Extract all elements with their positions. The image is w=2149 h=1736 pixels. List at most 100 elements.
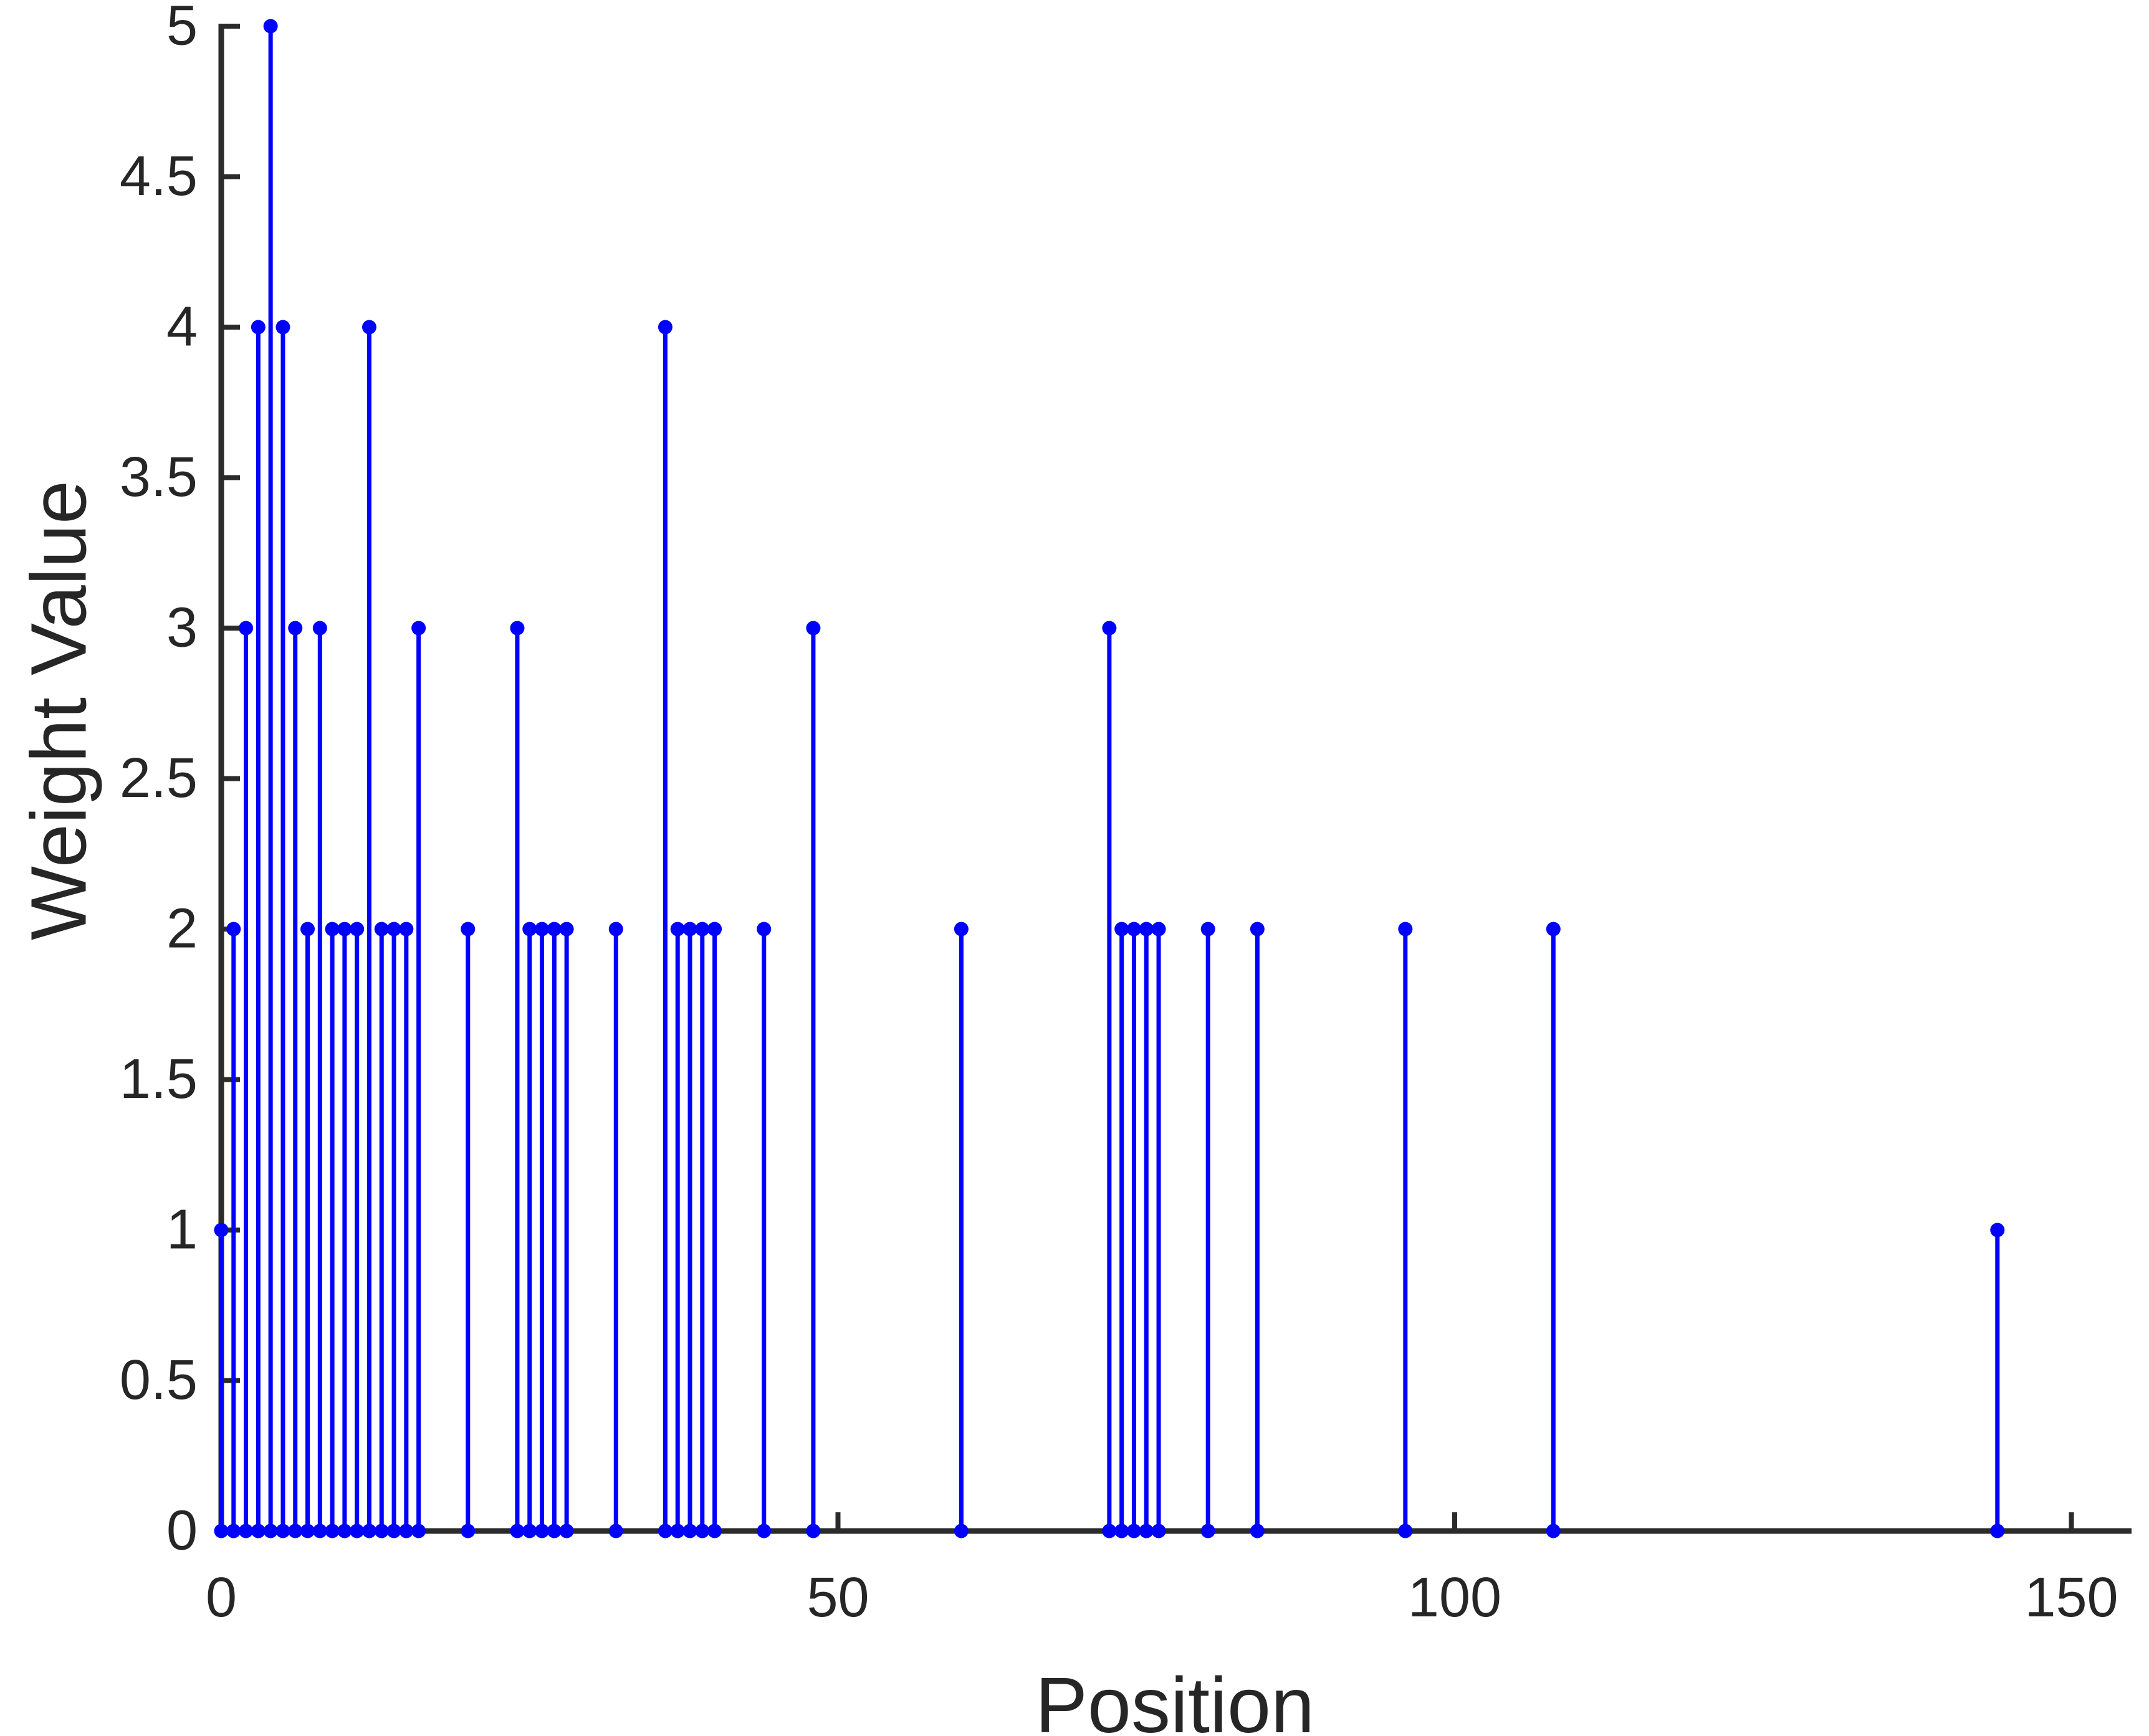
- stem-top-marker: [608, 922, 623, 937]
- y-tick-label: 4: [166, 296, 198, 358]
- stem-base-marker: [214, 1524, 229, 1538]
- stem-base-marker: [325, 1524, 340, 1538]
- stem-base-marker: [275, 1524, 290, 1538]
- y-tick-label: 1.5: [120, 1048, 198, 1110]
- stem-top-marker: [707, 922, 722, 937]
- stem-top-marker: [1126, 922, 1141, 937]
- x-axis-label: Position: [1035, 1661, 1314, 1736]
- stem-top-marker: [1102, 621, 1117, 636]
- y-tick-label: 5: [166, 0, 198, 57]
- stem-top-marker: [288, 621, 303, 636]
- y-tick-label: 0: [166, 1500, 198, 1562]
- stem-base-marker: [658, 1524, 672, 1538]
- stem-top-marker: [263, 19, 278, 34]
- stem-base-marker: [1102, 1524, 1117, 1538]
- stem-top-marker: [1139, 922, 1154, 937]
- stem-base-marker: [461, 1524, 476, 1538]
- stem-top-marker: [1200, 922, 1215, 937]
- y-tick-label: 1: [166, 1199, 198, 1261]
- stem-base-marker: [300, 1524, 315, 1538]
- y-tick-label: 0.5: [120, 1349, 198, 1411]
- y-axis-label: Weight Value: [15, 480, 103, 940]
- stem-top-marker: [535, 922, 550, 937]
- stem-base-marker: [954, 1524, 969, 1538]
- stem-top-marker: [682, 922, 697, 937]
- stem-top-marker: [214, 1223, 229, 1238]
- stem-top-marker: [399, 922, 414, 937]
- stem-top-marker: [954, 922, 969, 937]
- stem-base-marker: [1200, 1524, 1215, 1538]
- x-tick-label: 150: [2024, 1567, 2118, 1629]
- stem-top-marker: [1250, 922, 1265, 937]
- x-tick-label: 0: [206, 1567, 237, 1629]
- x-tick-label: 50: [806, 1567, 869, 1629]
- stem-base-marker: [670, 1524, 685, 1538]
- stem-base-marker: [1151, 1524, 1166, 1538]
- stem-base-marker: [559, 1524, 574, 1538]
- stem-top-marker: [658, 320, 672, 335]
- stem-top-marker: [1546, 922, 1561, 937]
- stem-top-marker: [806, 621, 821, 636]
- y-tick-label: 2: [166, 898, 198, 960]
- stem-base-marker: [411, 1524, 426, 1538]
- stem-base-marker: [1546, 1524, 1561, 1538]
- stem-base-marker: [535, 1524, 550, 1538]
- stem-base-marker: [547, 1524, 562, 1538]
- stem-top-marker: [350, 922, 365, 937]
- stem-top-marker: [670, 922, 685, 937]
- stem-top-marker: [461, 922, 476, 937]
- stem-base-marker: [1139, 1524, 1154, 1538]
- stem-base-marker: [1114, 1524, 1129, 1538]
- stem-base-marker: [1398, 1524, 1413, 1538]
- stem-top-marker: [559, 922, 574, 937]
- stem-base-marker: [226, 1524, 241, 1538]
- stem-top-marker: [522, 922, 537, 937]
- stem-top-marker: [226, 922, 241, 937]
- stem-top-marker: [337, 922, 352, 937]
- stem-base-marker: [510, 1524, 525, 1538]
- stem-top-marker: [386, 922, 401, 937]
- stem-top-marker: [695, 922, 710, 937]
- stem-top-marker: [1398, 922, 1413, 937]
- stem-top-marker: [510, 621, 525, 636]
- stem-top-marker: [374, 922, 389, 937]
- x-tick-label: 100: [1408, 1567, 1501, 1629]
- stem-top-marker: [1151, 922, 1166, 937]
- y-tick-label: 3: [166, 597, 198, 659]
- stem-base-marker: [312, 1524, 327, 1538]
- axes-layer: 00.511.522.533.544.550 50 100 150: [120, 0, 2132, 1629]
- stem-top-marker: [411, 621, 426, 636]
- stem-base-marker: [806, 1524, 821, 1538]
- stem-top-marker: [251, 320, 266, 335]
- stem-base-marker: [1250, 1524, 1265, 1538]
- stem-top-marker: [312, 621, 327, 636]
- stem-base-marker: [386, 1524, 401, 1538]
- stem-base-marker: [682, 1524, 697, 1538]
- stem-top-marker: [361, 320, 376, 335]
- stem-base-marker: [361, 1524, 376, 1538]
- stem-top-marker: [300, 922, 315, 937]
- stem-top-marker: [757, 922, 772, 937]
- stem-base-marker: [374, 1524, 389, 1538]
- stem-base-marker: [522, 1524, 537, 1538]
- stem-base-marker: [239, 1524, 254, 1538]
- stem-base-marker: [288, 1524, 303, 1538]
- stem-top-marker: [239, 621, 254, 636]
- y-tick-label: 2.5: [120, 747, 198, 809]
- stem-base-marker: [1126, 1524, 1141, 1538]
- stem-top-marker: [1990, 1223, 2005, 1238]
- stem-base-marker: [399, 1524, 414, 1538]
- y-tick-label: 4.5: [120, 145, 198, 207]
- stem-top-marker: [547, 922, 562, 937]
- stem-top-marker: [1114, 922, 1129, 937]
- stem-base-marker: [337, 1524, 352, 1538]
- stem-base-marker: [695, 1524, 710, 1538]
- stem-base-marker: [251, 1524, 266, 1538]
- stem-top-marker: [325, 922, 340, 937]
- stem-base-marker: [707, 1524, 722, 1538]
- stem-base-marker: [608, 1524, 623, 1538]
- stem-top-marker: [275, 320, 290, 335]
- stems-layer: [214, 19, 2005, 1538]
